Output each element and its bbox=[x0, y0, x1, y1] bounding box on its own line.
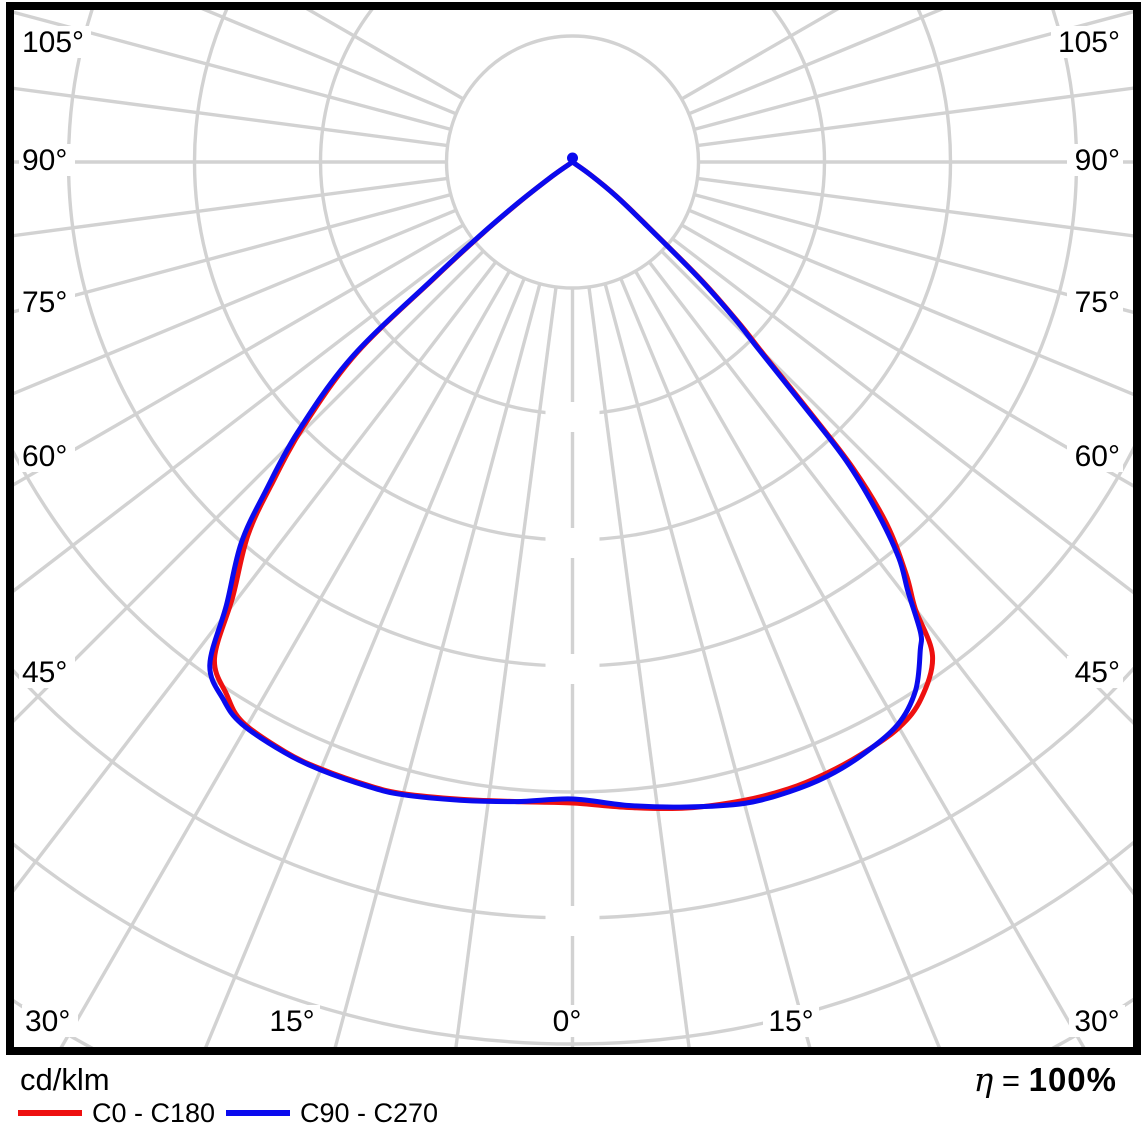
angle-label-backing bbox=[1051, 26, 1123, 58]
legend-swatch-c0-c180 bbox=[18, 1110, 82, 1116]
grid-ray bbox=[14, 249, 485, 723]
eta-symbol: η bbox=[973, 1060, 994, 1099]
efficiency-readout: η = 100% bbox=[973, 1060, 1117, 1099]
eta-value: 100% bbox=[1028, 1061, 1117, 1098]
angle-label: 75° bbox=[1075, 286, 1120, 319]
angle-label: 0° bbox=[553, 1005, 582, 1038]
angle-label-backing bbox=[19, 440, 75, 472]
radial-label-placeholder bbox=[545, 906, 600, 936]
grid-ray bbox=[333, 283, 542, 1047]
grid-ray bbox=[688, 10, 944, 116]
legend-label-c90-c270: C90 - C270 bbox=[300, 1097, 439, 1128]
angle-label-backing bbox=[539, 1005, 595, 1037]
grid-ray bbox=[14, 192, 452, 314]
chart-legend: cd/klm C0 - C180 C90 - C270 η = 100% bbox=[0, 1060, 1143, 1143]
chart-frame bbox=[6, 2, 1141, 1055]
angle-label: 90° bbox=[22, 144, 67, 177]
grid-ray bbox=[688, 208, 1133, 397]
angle-label: 75° bbox=[22, 286, 67, 319]
angle-label-backing bbox=[763, 1005, 819, 1037]
angle-label: 90° bbox=[1075, 144, 1120, 177]
grid-ray bbox=[201, 10, 457, 116]
angle-label: 15° bbox=[768, 1005, 813, 1038]
angle-label-backing bbox=[1067, 656, 1123, 688]
grid-ray bbox=[634, 270, 1086, 1047]
grid-ray bbox=[693, 192, 1133, 314]
radial-label-placeholder bbox=[545, 402, 600, 432]
angle-labels: 105° 90° 75° 60° 45° 30° 15° 0° 15° 30° 45° 60° 75° 9… bbox=[19, 26, 1125, 1038]
legend-label-c0-c180: C0 - C180 bbox=[92, 1097, 216, 1128]
grid-ray bbox=[671, 237, 1133, 595]
grid-ray bbox=[454, 286, 558, 1047]
series-c90-c270 bbox=[207, 159, 925, 810]
angle-label-backing bbox=[22, 1005, 78, 1037]
grid-ray bbox=[14, 223, 465, 487]
eta-equals: = bbox=[993, 1063, 1029, 1098]
grid-ray bbox=[693, 10, 1133, 132]
angle-label-backing bbox=[19, 26, 91, 58]
legend-item-c90-c270: C90 - C270 bbox=[226, 1098, 438, 1128]
legend-item-c0-c180: C0 - C180 bbox=[18, 1098, 215, 1128]
grid-ray bbox=[14, 260, 498, 893]
grid-ray bbox=[697, 86, 1133, 148]
pole-marker bbox=[567, 152, 578, 164]
grid-ray bbox=[14, 237, 474, 593]
grid-ray bbox=[14, 176, 448, 238]
radial-label-placeholder bbox=[545, 528, 600, 558]
angle-label: 105° bbox=[22, 26, 84, 59]
grid-ray bbox=[619, 277, 941, 1047]
radial-label-placeholder bbox=[545, 654, 600, 684]
grid-ray bbox=[660, 249, 1133, 725]
legend-swatch-c90-c270 bbox=[226, 1110, 290, 1116]
grid-ray bbox=[14, 10, 452, 132]
angle-label-backing bbox=[19, 144, 75, 176]
angle-label: 30° bbox=[1074, 1005, 1119, 1038]
angle-label-backing bbox=[1069, 1005, 1125, 1037]
grid-ray bbox=[680, 223, 1133, 488]
grid-ray bbox=[59, 270, 511, 1047]
angle-label: 45° bbox=[22, 656, 67, 689]
angle-label: 60° bbox=[22, 440, 67, 473]
grid-ray bbox=[587, 286, 691, 1047]
angle-label-backing bbox=[1067, 440, 1123, 472]
angle-label-backing bbox=[1067, 286, 1123, 318]
units-label: cd/klm bbox=[20, 1062, 110, 1097]
angle-label: 45° bbox=[1075, 656, 1120, 689]
angle-label-backing bbox=[1067, 144, 1123, 176]
angle-label: 105° bbox=[1058, 26, 1120, 59]
grid-ray bbox=[647, 260, 1133, 896]
grid-ray bbox=[14, 86, 448, 148]
angle-label-backing bbox=[19, 286, 75, 318]
radial-label-placeholders bbox=[545, 402, 600, 936]
grid-ray bbox=[14, 208, 457, 396]
angle-label: 30° bbox=[25, 1005, 70, 1038]
grid-ray bbox=[697, 176, 1133, 238]
grid-ray bbox=[204, 277, 526, 1047]
angle-label: 60° bbox=[1075, 440, 1120, 473]
angle-label-backing bbox=[264, 1005, 320, 1037]
angle-label-backing bbox=[19, 656, 75, 688]
angle-label: 15° bbox=[269, 1005, 314, 1038]
grid-ray bbox=[603, 283, 812, 1047]
